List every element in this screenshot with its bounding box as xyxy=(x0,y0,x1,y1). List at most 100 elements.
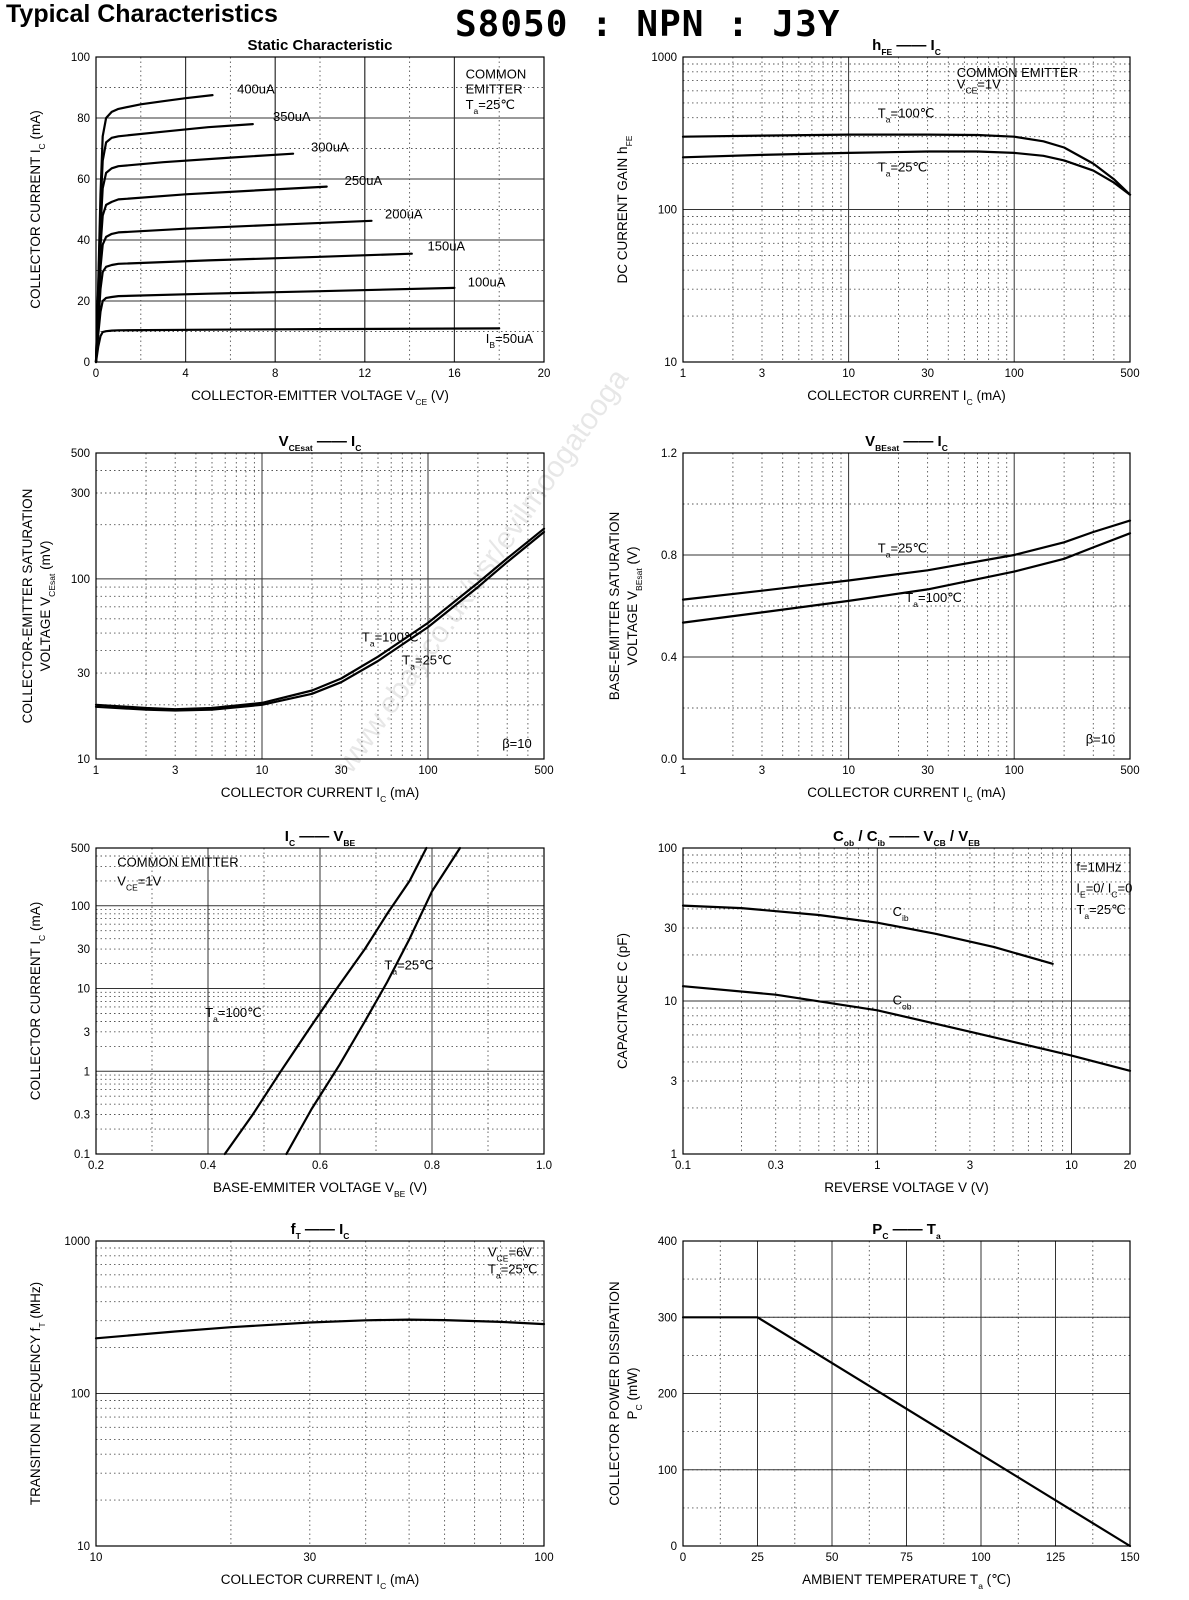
y-axis-label-part: C xyxy=(37,935,47,941)
series-line xyxy=(681,133,1132,196)
series-label-part: T xyxy=(878,159,886,174)
annotation-part: T xyxy=(1076,902,1084,917)
y-axis-label-part: FE xyxy=(624,135,634,146)
annotation-part: C xyxy=(1111,890,1117,900)
x-tick-label: 1.0 xyxy=(536,1160,552,1172)
page-title: Typical Characteristics xyxy=(6,0,278,28)
y-tick-label: 10 xyxy=(664,357,677,369)
series-line xyxy=(681,532,1132,624)
x-tick-label: 8 xyxy=(272,368,278,380)
chart-title-part: CB xyxy=(933,838,945,848)
x-tick-label: 30 xyxy=(335,765,348,777)
series-label-part: a xyxy=(213,1014,218,1024)
series-label-part: a xyxy=(410,661,415,671)
chart-title-part: C xyxy=(935,47,941,57)
x-tick-label: 500 xyxy=(534,765,553,777)
chart-title: VCEsat —— IC xyxy=(279,433,362,453)
series-label-part: ib xyxy=(902,913,909,923)
y-tick-label: 40 xyxy=(77,235,90,247)
x-axis-label-part: (mA) xyxy=(386,1572,419,1587)
annotation: VCE=1V xyxy=(957,77,1001,96)
series-label-part: a xyxy=(886,115,891,125)
y-tick-label: 1000 xyxy=(651,52,677,64)
series-label: Ta=25℃ xyxy=(878,541,927,560)
grid xyxy=(683,1241,1130,1546)
x-tick-label: 30 xyxy=(921,368,934,380)
series-label: Ta=100℃ xyxy=(905,590,962,609)
y-tick-label: 100 xyxy=(71,1389,90,1401)
plot-frame xyxy=(95,847,545,1155)
grid xyxy=(96,1241,544,1546)
series-line xyxy=(94,327,501,364)
y-tick-label: 200 xyxy=(658,1389,677,1401)
chart-title-part: ob xyxy=(844,838,854,848)
series-label-part: 200uA xyxy=(385,207,423,222)
chart-title-part: ib xyxy=(878,838,886,848)
series-line xyxy=(681,985,1132,1072)
grid xyxy=(96,453,544,759)
plot-frame xyxy=(95,56,545,363)
x-tick-label: 3 xyxy=(172,765,178,777)
y-axis-label-part: COLLECTOR POWER DISSIPATION xyxy=(607,1281,622,1505)
x-axis-label: AMBIENT TEMPERATURE Ta (℃) xyxy=(802,1572,1011,1591)
x-axis-label: COLLECTOR CURRENT IC (mA) xyxy=(221,785,419,804)
y-axis-label-group-2: VOLTAGE VCEsat (mV) xyxy=(38,541,57,672)
x-axis-label-part: a xyxy=(978,1581,983,1591)
y-axis-label-2-part: BEsat xyxy=(634,568,644,591)
x-tick-label: 100 xyxy=(971,1552,990,1564)
x-axis-label-part: CE xyxy=(415,397,427,407)
x-tick-label: 1 xyxy=(680,765,686,777)
y-axis-label-2-part: (mW) xyxy=(625,1368,640,1405)
series-label: 300uA xyxy=(311,140,349,155)
y-axis-label-part: (mA) xyxy=(28,110,43,143)
chart-title-part: f xyxy=(291,1221,297,1238)
y-axis-label-part: (mA) xyxy=(28,902,43,935)
y-axis-label-group: TRANSITION FREQUENCY fT (MHz) xyxy=(28,1282,47,1505)
series-label-part: 100uA xyxy=(468,274,506,289)
x-tick-label: 1 xyxy=(93,765,99,777)
annotation-part: I xyxy=(1076,881,1080,896)
y-axis-label-part: TRANSITION FREQUENCY f xyxy=(28,1327,43,1505)
x-tick-label: 100 xyxy=(534,1552,553,1564)
series-label: 200uA xyxy=(385,207,423,222)
plot-frame xyxy=(95,1240,545,1547)
chart-title-part: C xyxy=(833,828,844,845)
x-tick-label: 20 xyxy=(1124,1160,1137,1172)
series-line xyxy=(681,1316,1132,1548)
series-label-part: =25℃ xyxy=(415,652,452,667)
x-tick-label: 0 xyxy=(93,368,99,380)
series-line xyxy=(94,1318,546,1340)
x-axis-label-part: C xyxy=(967,794,973,804)
y-axis-label: TRANSITION FREQUENCY fT (MHz) xyxy=(28,1282,47,1505)
chart-title-part: —— T xyxy=(888,1221,936,1238)
x-axis-label-part: AMBIENT TEMPERATURE T xyxy=(802,1572,978,1587)
chart-title-part: EB xyxy=(968,838,980,848)
annotation: β=10 xyxy=(1086,732,1116,747)
series-label-part: =100℃ xyxy=(890,106,934,121)
series-label-part: C xyxy=(893,992,902,1007)
y-tick-label: 80 xyxy=(77,113,90,125)
chart-title-part: —— V xyxy=(885,828,933,845)
series-label-part: B xyxy=(489,340,495,350)
series-label-part: T xyxy=(205,1005,213,1020)
annotation-part: COMMON EMITTER xyxy=(957,65,1078,80)
chart-title: IC —— VBE xyxy=(285,828,356,848)
chart-title-part: —— I xyxy=(301,1221,344,1238)
annotation-part: β=10 xyxy=(1086,732,1116,747)
series-label-part: I xyxy=(486,331,490,346)
grid xyxy=(683,57,1130,362)
y-axis-label: COLLECTOR-EMITTER SATURATION xyxy=(20,489,35,724)
annotation-part: COMMON xyxy=(466,66,527,81)
series-label: 100uA xyxy=(468,274,506,289)
chart-title-part: Static Characteristic xyxy=(247,37,392,54)
y-tick-label: 100 xyxy=(71,574,90,586)
plot-frame xyxy=(95,452,545,760)
y-axis-label-part: COLLECTOR CURRENT I xyxy=(28,941,43,1100)
plot-frame xyxy=(682,847,1131,1155)
annotation-part: β=10 xyxy=(502,736,532,751)
annotation-part: a xyxy=(474,106,479,116)
